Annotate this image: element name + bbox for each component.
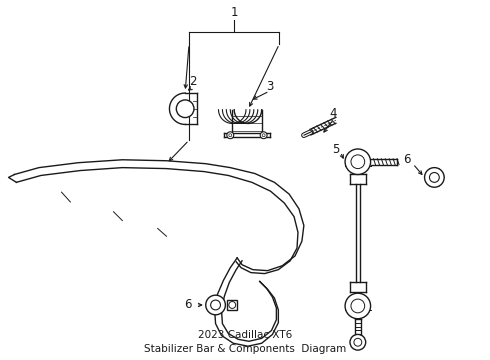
Circle shape [229, 302, 236, 309]
Text: 6: 6 [184, 298, 192, 311]
Text: 6: 6 [403, 153, 411, 166]
Bar [227, 300, 237, 310]
Circle shape [262, 134, 265, 137]
Circle shape [345, 293, 370, 319]
Text: 2023 Cadillac XT6
Stabilizer Bar & Components  Diagram: 2023 Cadillac XT6 Stabilizer Bar & Compo… [144, 330, 346, 354]
Text: 3: 3 [266, 80, 273, 93]
Text: 4: 4 [330, 107, 337, 120]
Circle shape [260, 132, 267, 139]
Circle shape [351, 299, 365, 313]
Circle shape [424, 168, 444, 187]
Text: 5: 5 [333, 143, 340, 157]
Circle shape [229, 134, 232, 137]
Text: 1: 1 [230, 6, 238, 19]
Circle shape [351, 155, 365, 168]
Circle shape [206, 295, 225, 315]
Circle shape [227, 132, 234, 139]
Circle shape [354, 338, 362, 346]
Text: 2: 2 [189, 75, 197, 88]
Circle shape [211, 300, 220, 310]
Circle shape [176, 100, 194, 118]
Circle shape [345, 149, 370, 175]
Circle shape [429, 172, 439, 182]
Circle shape [350, 334, 366, 350]
